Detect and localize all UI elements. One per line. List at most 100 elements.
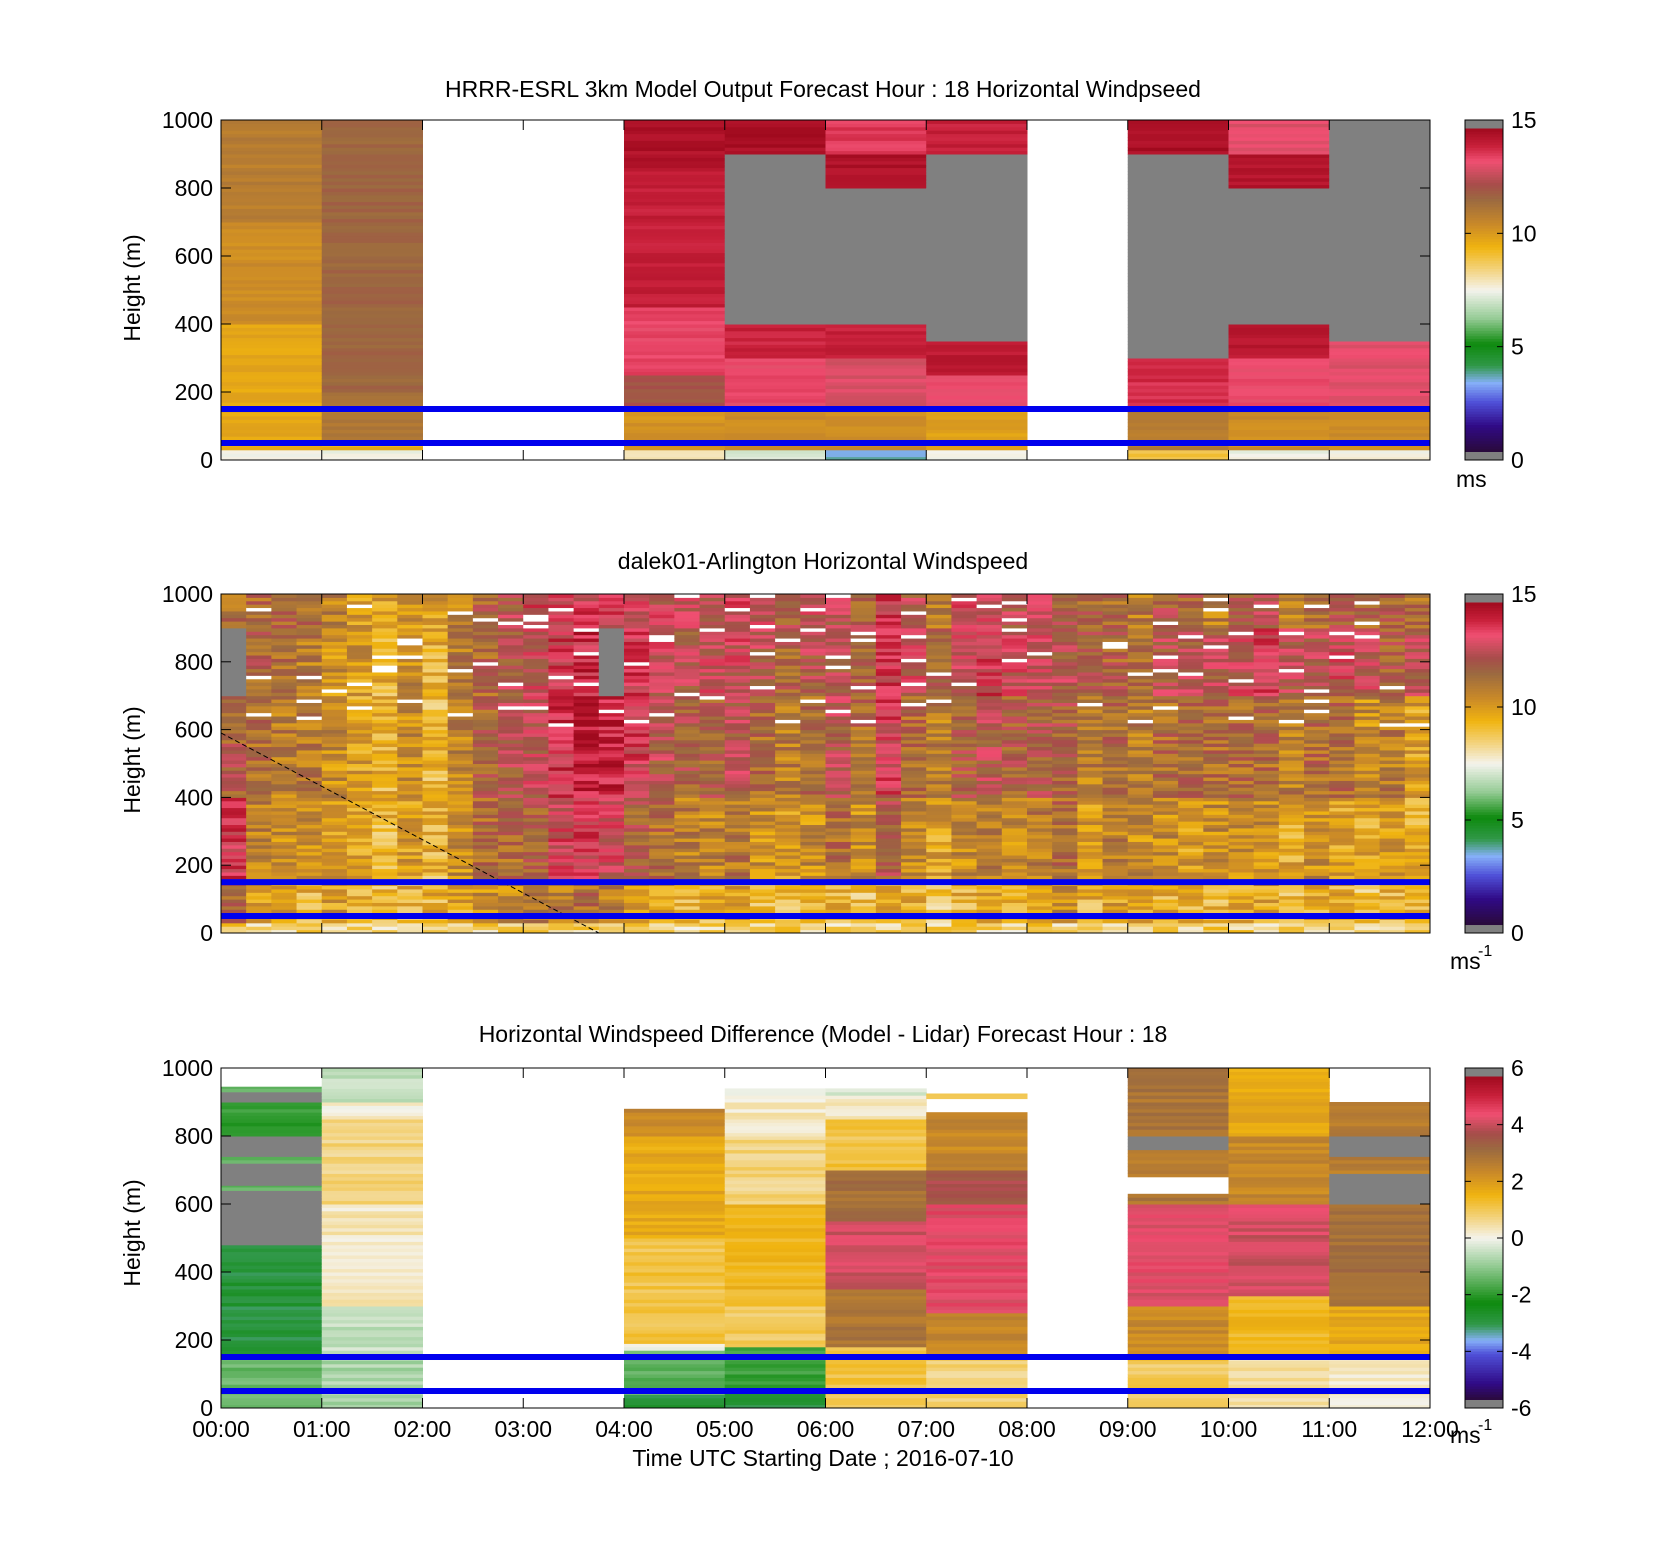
heatmap-cell xyxy=(221,361,323,366)
profile-cell xyxy=(548,719,575,724)
profile-cell xyxy=(1001,838,1028,842)
profile-cell xyxy=(548,600,575,605)
heatmap-cell xyxy=(624,303,726,308)
profile-cell xyxy=(926,821,952,826)
profile-cell xyxy=(523,682,549,687)
profile-cell xyxy=(724,695,751,700)
profile-cell xyxy=(1127,834,1154,839)
profile-cell xyxy=(221,712,247,717)
heatmap-cell xyxy=(1228,381,1330,386)
profile-cell xyxy=(573,865,600,870)
profile-cell xyxy=(573,875,600,880)
profile-cell xyxy=(674,665,701,670)
profile-cell xyxy=(875,858,902,863)
profile-cell xyxy=(1001,739,1028,744)
profile-cell xyxy=(775,834,801,839)
profile-cell xyxy=(598,794,625,798)
profile-cell xyxy=(271,695,298,700)
profile-cell xyxy=(1102,675,1129,680)
profile-cell xyxy=(498,624,524,629)
profile-cell xyxy=(246,688,272,693)
profile-cell xyxy=(498,926,524,931)
profile-cell xyxy=(624,607,650,612)
profile-cell xyxy=(422,638,449,642)
profile-cell xyxy=(724,841,751,846)
profile-cell xyxy=(1178,614,1204,619)
heatmap-cell xyxy=(1127,381,1229,386)
profile-cell xyxy=(1178,746,1204,751)
profile-cell xyxy=(1052,824,1078,829)
profile-cell xyxy=(699,810,726,815)
profile-cell xyxy=(246,617,272,622)
profile-cell xyxy=(221,722,247,727)
heatmap-cell xyxy=(221,371,323,376)
profile-cell xyxy=(372,746,398,751)
profile-cell xyxy=(1127,699,1154,703)
heatmap-cell xyxy=(1329,184,1431,189)
profile-cell xyxy=(346,716,373,720)
heatmap-cell xyxy=(926,412,1028,417)
heatmap-cell xyxy=(221,358,323,362)
profile-cell xyxy=(1102,926,1129,931)
heatmap-cell xyxy=(825,415,927,420)
profile-cell xyxy=(674,617,701,622)
profile-cell xyxy=(800,658,826,663)
heatmap-cell xyxy=(926,137,1028,141)
heatmap-cell xyxy=(724,215,826,220)
heatmap-cell xyxy=(825,283,927,288)
profile-cell xyxy=(951,814,978,819)
profile-cell xyxy=(800,777,826,781)
profile-cell xyxy=(850,922,877,927)
profile-cell xyxy=(775,760,801,764)
profile-cell xyxy=(372,675,398,680)
profile-cell xyxy=(775,712,801,717)
profile-cell xyxy=(926,855,952,859)
profile-cell xyxy=(472,824,499,829)
profile-cell xyxy=(573,919,600,924)
profile-cell xyxy=(649,929,675,934)
heatmap-cell xyxy=(321,130,423,135)
profile-cell xyxy=(523,695,549,700)
profile-cell xyxy=(724,885,751,890)
profile-cell xyxy=(1077,678,1104,683)
profile-cell xyxy=(246,655,272,659)
profile-cell xyxy=(1027,773,1053,778)
profile-cell xyxy=(548,682,575,687)
profile-cell xyxy=(850,756,877,761)
profile-cell xyxy=(1102,834,1129,839)
profile-cell xyxy=(926,702,952,707)
profile-cell xyxy=(1001,688,1028,693)
profile-cell xyxy=(951,922,978,927)
profile-cell xyxy=(850,736,877,741)
profile-cell xyxy=(976,804,1003,809)
profile-cell xyxy=(624,780,650,785)
profile-cell xyxy=(472,732,499,737)
profile-cell xyxy=(825,607,852,612)
profile-cell xyxy=(422,763,449,768)
heatmap-cell xyxy=(624,157,726,162)
profile-cell xyxy=(699,902,726,907)
profile-cell xyxy=(397,861,423,866)
heatmap-cell xyxy=(1127,368,1229,373)
profile-cell xyxy=(901,594,927,598)
profile-cell xyxy=(800,634,826,639)
profile-cell xyxy=(674,841,701,846)
profile-cell xyxy=(875,895,902,900)
heatmap-cell xyxy=(624,344,726,349)
profile-cell xyxy=(1127,800,1154,805)
profile-cell xyxy=(221,705,247,710)
profile-cell xyxy=(573,644,600,649)
profile-cell xyxy=(674,594,701,598)
profile-cell xyxy=(749,868,776,873)
profile-cell xyxy=(422,831,449,836)
heatmap-cell xyxy=(1228,283,1330,288)
profile-cell xyxy=(472,861,499,866)
profile-cell xyxy=(1001,909,1028,914)
profile-cell xyxy=(624,634,650,639)
profile-cell xyxy=(321,868,348,873)
profile-cell xyxy=(775,810,801,815)
profile-cell xyxy=(573,790,600,795)
profile-cell xyxy=(775,594,801,598)
profile-cell xyxy=(321,794,348,798)
colorbar-segment xyxy=(1465,403,1503,407)
